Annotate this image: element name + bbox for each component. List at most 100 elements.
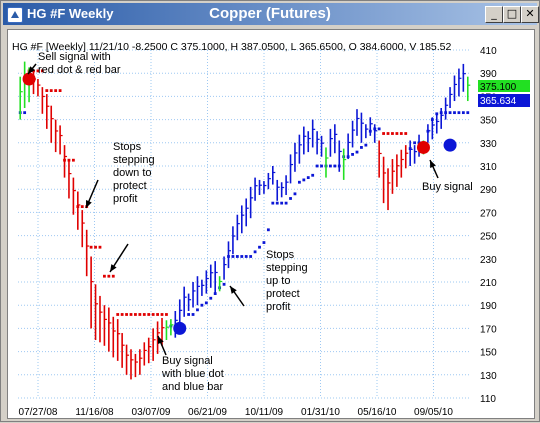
stop-dot <box>240 255 244 258</box>
stop-dot <box>275 201 279 205</box>
arrow-head <box>28 66 36 74</box>
annotation-text: protect <box>113 180 147 192</box>
arrow-head <box>230 286 237 294</box>
stop-dot <box>306 176 310 179</box>
legend-text: HG #F [Weekly] 11/21/10 -8.2500 C 375.10… <box>12 41 452 53</box>
stop-dot <box>249 255 253 258</box>
stop-dot <box>329 164 332 168</box>
stop-dot <box>196 308 199 312</box>
stop-dot <box>111 274 115 278</box>
stop-dot <box>23 111 27 115</box>
last-price-badge-green <box>478 80 530 92</box>
x-tick-label: 09/05/10 <box>414 407 453 418</box>
x-tick-label: 03/07/09 <box>132 407 171 418</box>
stop-dot <box>71 158 75 162</box>
annotation-text: down to <box>113 167 152 179</box>
stop-dot <box>98 245 102 249</box>
stop-dot <box>453 111 456 115</box>
stop-dot <box>253 250 257 254</box>
stop-dot <box>89 245 93 249</box>
stop-dot <box>244 255 248 258</box>
y-tick-label: 110 <box>480 394 496 405</box>
annotation-text: protect <box>266 288 300 300</box>
annotation-text: red dot & red bar <box>38 64 121 76</box>
stop-dot <box>54 89 58 92</box>
stop-dot <box>351 153 354 156</box>
window-title: HG #F Weekly <box>27 6 114 21</box>
plot-area[interactable]: 110 130 150 170 190 210 230 250 270 290 310 330 350 3… <box>7 29 535 419</box>
stop-dot <box>222 282 226 286</box>
signal-dot <box>443 138 457 152</box>
stop-dot <box>404 132 408 135</box>
stop-dot <box>395 132 399 135</box>
chart-title: Copper (Futures) <box>209 5 331 22</box>
stop-dot <box>262 241 266 244</box>
stop-dot <box>333 164 337 168</box>
stop-dot <box>200 303 204 307</box>
stop-dot <box>284 201 288 205</box>
stop-dot <box>320 164 323 168</box>
app-icon <box>7 7 23 23</box>
stop-dot <box>302 178 306 182</box>
stop-dot <box>448 111 452 115</box>
annotation-text: Buy signal <box>162 355 213 367</box>
stop-dot <box>391 132 394 135</box>
y-tick-label: 310 <box>480 162 497 173</box>
stop-dot <box>382 132 385 135</box>
annotation-text: and blue bar <box>162 381 223 393</box>
stop-dot <box>165 313 168 316</box>
stop-dot <box>151 313 155 316</box>
stop-dot <box>386 132 390 135</box>
stop-dot <box>231 255 235 258</box>
signal-dots <box>22 72 457 335</box>
stop-dot <box>116 313 120 316</box>
stop-dot <box>435 112 439 116</box>
y-tick-label: 230 <box>480 255 497 266</box>
stop-dot <box>457 111 461 115</box>
last-price-green: 375.100 <box>480 82 517 93</box>
stop-dot <box>45 89 49 92</box>
stop-dot <box>280 201 284 205</box>
title-bar[interactable]: HG #F Weekly Copper (Futures) _ □ ✕ <box>3 3 539 25</box>
stop-dot <box>311 173 315 177</box>
stop-dot <box>266 228 270 232</box>
annotation-text: up to <box>266 275 290 287</box>
y-tick-label: 270 <box>480 208 497 219</box>
annotation-text: Stops <box>266 249 295 261</box>
signal-dot <box>22 72 36 86</box>
y-tick-label: 290 <box>480 185 497 196</box>
stop-dot <box>142 313 146 316</box>
stop-dot <box>271 201 275 205</box>
stop-dot <box>160 313 164 316</box>
stop-dot <box>156 313 159 316</box>
price-chart: 110 130 150 170 190 210 230 250 270 290 310 330 350 3… <box>12 41 530 418</box>
stop-dot <box>58 89 62 92</box>
y-tick-label: 150 <box>480 348 497 359</box>
stop-dot <box>147 313 151 316</box>
annotation-text: stepping <box>113 154 155 166</box>
x-tick-label: 06/21/09 <box>188 407 227 418</box>
last-price-badge-blue <box>478 94 530 107</box>
x-tick-label: 11/16/08 <box>75 407 114 418</box>
arrow-head <box>86 200 92 208</box>
stop-dot <box>80 205 84 208</box>
minimize-button[interactable]: _ <box>485 6 503 23</box>
stop-dot <box>187 313 191 316</box>
annotation-text: Buy signal <box>422 181 473 193</box>
maximize-button[interactable]: □ <box>503 6 521 23</box>
annotation-text: profit <box>266 301 290 313</box>
x-tick-label: 05/16/10 <box>358 407 397 418</box>
close-button[interactable]: ✕ <box>521 6 539 23</box>
stop-dot <box>297 180 301 184</box>
stop-dot <box>355 150 359 154</box>
stop-dot <box>293 192 297 196</box>
stop-dot <box>125 313 128 316</box>
stop-dot <box>461 111 465 115</box>
stop-dot <box>120 313 124 316</box>
stop-dot <box>364 143 368 147</box>
annotation-text: with blue dot <box>161 368 224 380</box>
stop-dot <box>49 89 53 92</box>
price-bars <box>19 61 471 380</box>
arrow-head <box>110 264 117 272</box>
